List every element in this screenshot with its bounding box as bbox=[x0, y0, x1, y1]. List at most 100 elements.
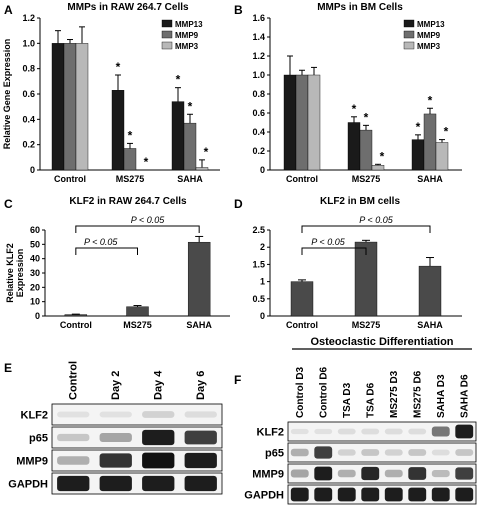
band bbox=[361, 449, 380, 456]
band bbox=[99, 475, 132, 492]
x-tick-label: Control bbox=[54, 174, 86, 184]
blot-strip bbox=[51, 472, 223, 495]
band bbox=[431, 426, 450, 437]
y-tick-label: 0 bbox=[35, 311, 40, 321]
bar-saha bbox=[187, 241, 211, 317]
western-blot-f: Osteoclastic Differentiation Control D3 Co… bbox=[244, 336, 477, 505]
band bbox=[431, 449, 450, 456]
lane-label: Control D6 bbox=[318, 366, 329, 418]
band bbox=[142, 429, 175, 446]
y-tick-label: 20 bbox=[30, 282, 40, 292]
panel-label-c: C bbox=[4, 197, 13, 211]
x-tick-label: Control bbox=[60, 320, 92, 330]
band bbox=[408, 467, 427, 480]
band bbox=[361, 487, 380, 502]
band bbox=[290, 487, 309, 502]
y-tick-label: 1.4 bbox=[252, 32, 265, 42]
blot-strip bbox=[51, 403, 223, 426]
y-axis-label: Relative Gene Expression bbox=[2, 39, 12, 150]
legend-swatch-mmp3 bbox=[161, 41, 173, 50]
band bbox=[431, 469, 450, 478]
significance-marker: * bbox=[144, 155, 149, 169]
band bbox=[384, 428, 403, 435]
y-tick-label: 1 bbox=[260, 277, 265, 287]
band bbox=[184, 452, 217, 469]
blot-strip bbox=[287, 463, 477, 484]
band bbox=[99, 433, 132, 442]
lane-label: Control D3 bbox=[295, 366, 306, 418]
band bbox=[99, 411, 132, 418]
legend-label-mmp3: MMP3 bbox=[417, 42, 441, 51]
blot-row-label-klf2: KLF2 bbox=[21, 410, 49, 422]
band bbox=[314, 446, 333, 459]
blot-row-label-p65: p65 bbox=[265, 448, 284, 460]
bar-mmp9-control bbox=[63, 43, 77, 171]
y-axis-label-line2: Expression bbox=[15, 249, 25, 298]
bar-mmp9-ms275 bbox=[123, 148, 137, 171]
panel-label-a: A bbox=[4, 3, 13, 17]
y-tick-label: 60 bbox=[30, 225, 40, 235]
band bbox=[57, 475, 90, 492]
significance-marker: * bbox=[116, 60, 121, 74]
band bbox=[184, 411, 217, 418]
y-tick-label: 1.0 bbox=[252, 70, 265, 80]
bar-mmp3-saha bbox=[195, 167, 209, 171]
band bbox=[142, 475, 175, 492]
band bbox=[361, 428, 380, 435]
y-axis-label-line1: Relative KLF2 bbox=[5, 243, 15, 303]
band bbox=[408, 487, 427, 502]
y-tick-label: 0.4 bbox=[252, 127, 265, 137]
lane-label: SAHA D6 bbox=[459, 374, 470, 418]
band bbox=[384, 487, 403, 502]
p-value-label: P < 0.05 bbox=[131, 215, 165, 225]
band bbox=[142, 411, 175, 418]
x-tick-label: MS275 bbox=[123, 320, 152, 330]
blot-row-label-klf2: KLF2 bbox=[257, 427, 285, 439]
bar-mmp3-control bbox=[75, 43, 89, 171]
y-tick-label: 0.5 bbox=[252, 294, 265, 304]
y-tick-label: 0.6 bbox=[22, 89, 35, 99]
significance-marker: * bbox=[352, 102, 357, 116]
band bbox=[455, 424, 474, 439]
blot-row-label-gapdh: GAPDH bbox=[244, 490, 284, 502]
significance-marker: * bbox=[204, 145, 209, 159]
bar-mmp13-saha bbox=[171, 101, 185, 171]
band bbox=[455, 467, 474, 480]
band bbox=[57, 411, 90, 418]
chart-title: MMPs in RAW 264.7 Cells bbox=[67, 2, 189, 13]
lane-label: Day 2 bbox=[110, 371, 122, 400]
bar-ms275 bbox=[126, 306, 149, 317]
y-tick-label: 30 bbox=[30, 268, 40, 278]
legend-swatch-mmp13 bbox=[161, 19, 173, 28]
legend-label-mmp13: MMP13 bbox=[175, 20, 203, 29]
lane-label: TSA D3 bbox=[342, 382, 353, 418]
lane-label: Day 6 bbox=[195, 371, 207, 400]
y-tick-label: 0 bbox=[260, 165, 265, 175]
significance-bracket bbox=[75, 247, 138, 255]
y-tick-label: 1.0 bbox=[22, 38, 35, 48]
significance-marker: * bbox=[364, 110, 369, 124]
y-tick-label: 1.5 bbox=[252, 259, 265, 269]
band bbox=[455, 487, 474, 502]
band bbox=[384, 449, 403, 456]
legend-label-mmp9: MMP9 bbox=[417, 31, 441, 40]
band bbox=[142, 452, 175, 469]
bar-mmp13-ms275 bbox=[347, 122, 361, 171]
bar-mmp3-saha bbox=[435, 142, 449, 171]
y-tick-label: 0.8 bbox=[22, 64, 35, 74]
significance-bracket bbox=[301, 247, 367, 255]
legend-label-mmp9: MMP9 bbox=[175, 31, 199, 40]
y-tick-label: 2 bbox=[260, 242, 265, 252]
legend-swatch-mmp3 bbox=[403, 41, 415, 50]
x-tick-label: MS275 bbox=[352, 320, 381, 330]
panel-label-d: D bbox=[234, 197, 243, 211]
band bbox=[290, 448, 309, 457]
blot-row-label-mmp9: MMP9 bbox=[252, 469, 284, 481]
significance-marker: * bbox=[428, 93, 433, 107]
band bbox=[290, 428, 309, 435]
bar-mmp3-ms275 bbox=[371, 165, 385, 171]
western-blot-e: Control Day 2 Day 4 Day 6 KLF2 p65 MMP9 GAPDH bbox=[8, 361, 223, 495]
bar-control bbox=[64, 314, 88, 317]
bar-mmp13-control bbox=[283, 74, 297, 171]
